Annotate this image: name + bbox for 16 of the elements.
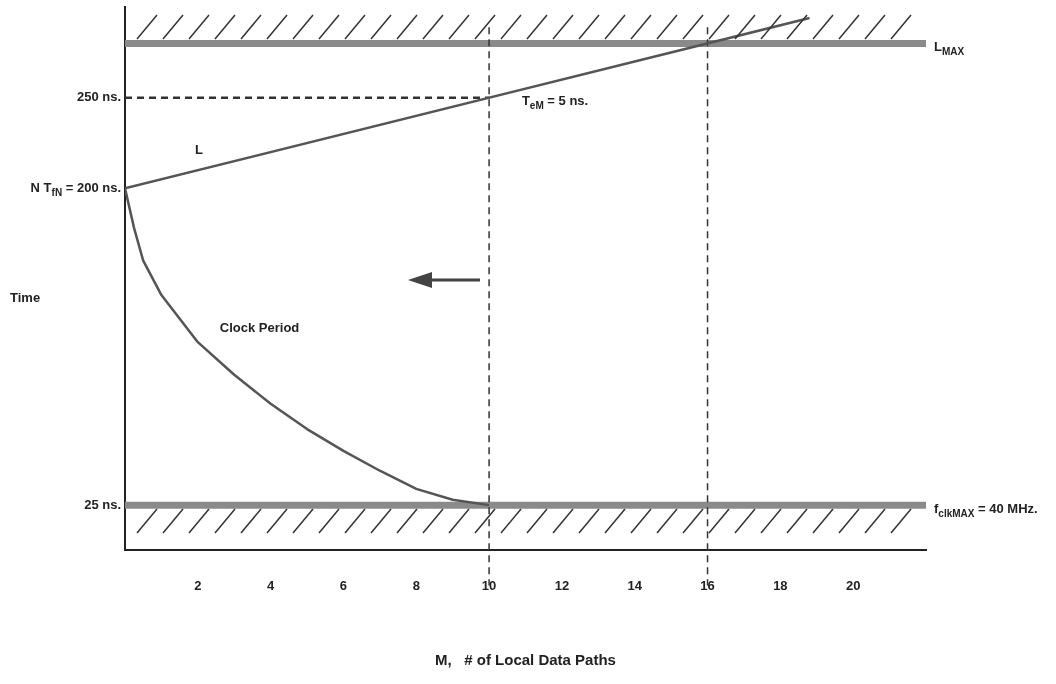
x-tick-label: 8 [412, 577, 420, 593]
x-tick-label: 16 [700, 577, 715, 593]
x-tick-label: 14 [627, 577, 643, 593]
x-tick-label: 20 [845, 577, 861, 593]
series-label: Clock Period [219, 319, 300, 335]
x-tick-label: 6 [339, 577, 348, 593]
y-axis-title: Time [10, 290, 41, 306]
x-tick-label: 4 [267, 577, 276, 593]
x-tick-label: 18 [773, 577, 788, 593]
y-tick-label: 250 ns. [76, 89, 122, 105]
x-tick-label: 12 [554, 577, 570, 593]
series-label: L [195, 141, 203, 157]
y-tick-label: 25 ns. [84, 496, 121, 512]
x-tick-label: 2 [194, 577, 202, 593]
x-axis-title: M, # of Local Data Paths [435, 651, 616, 669]
x-tick-label: 10 [481, 577, 497, 593]
